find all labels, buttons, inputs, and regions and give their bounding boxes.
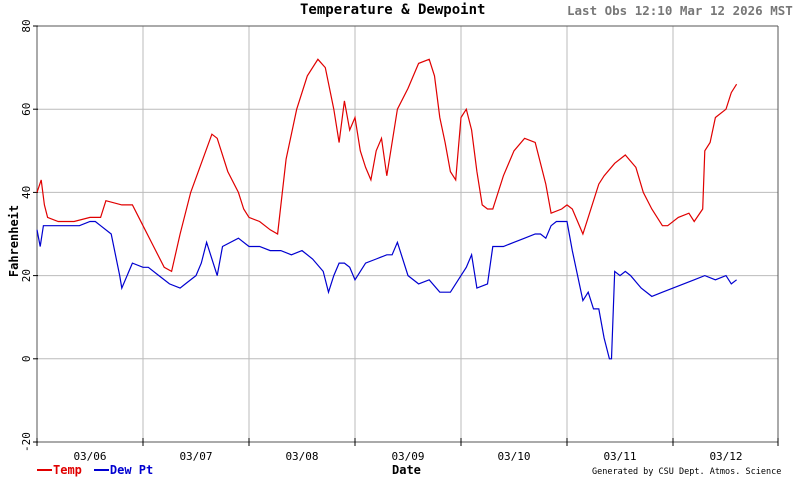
dewpt-legend-swatch	[93, 469, 109, 471]
y-tick-label: 0	[20, 355, 33, 362]
axes	[33, 25, 779, 446]
temp-legend-swatch	[37, 469, 52, 471]
chart-title: Temperature & Dewpoint	[300, 2, 486, 18]
x-axis-label: Date	[392, 463, 421, 477]
x-tick-label: 03/11	[603, 450, 636, 463]
x-tick-label: 03/10	[497, 450, 530, 463]
last-observation: Last Obs 12:10 Mar 12 2026 MST	[567, 3, 793, 18]
dewpoint-series-line	[36, 220, 737, 360]
legend-label-dewpt: Dew Pt	[109, 463, 154, 477]
y-tick-label: 80	[20, 19, 33, 32]
legend-item-dewpt: Dew Pt	[93, 463, 154, 477]
legend: Temp Dew Pt	[37, 463, 153, 477]
y-tick-labels: -20 0 20 40 60 80	[20, 19, 33, 452]
temperature-series-line	[36, 58, 738, 273]
y-tick-label: 60	[20, 103, 33, 116]
x-tick-label: 03/07	[179, 450, 212, 463]
legend-item-temp: Temp	[37, 463, 82, 477]
y-tick-label: 20	[20, 269, 33, 282]
x-tick-label: 03/06	[73, 450, 106, 463]
x-tick-labels: 03/06 03/07 03/08 03/09 03/10 03/11 03/12	[73, 450, 742, 463]
y-axis-label: Fahrenheit	[7, 204, 22, 278]
x-tick-label: 03/12	[709, 450, 742, 463]
y-tick-label: 40	[20, 186, 33, 199]
credit-text: Generated by CSU Dept. Atmos. Science	[592, 467, 782, 477]
x-tick-label: 03/08	[285, 450, 318, 463]
legend-label-temp: Temp	[53, 463, 82, 477]
gridlines	[37, 26, 778, 442]
y-tick-label: -20	[20, 432, 33, 452]
x-tick-label: 03/09	[391, 450, 424, 463]
